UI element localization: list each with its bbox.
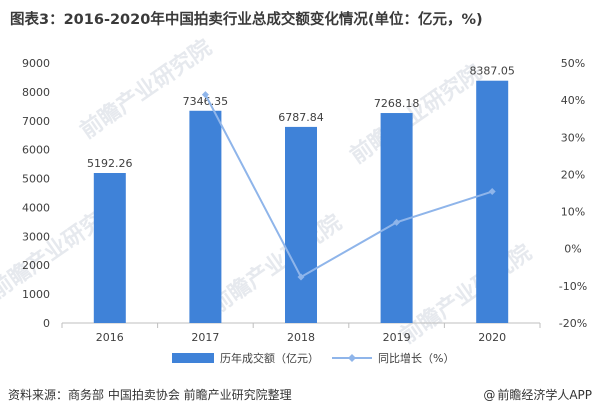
legend-line-label: 同比增长（%） (378, 351, 454, 365)
bar-labels: 5192.26 7346.35 6787.84 7268.18 8387.05 (87, 65, 515, 170)
y-left-tick-label: 7000 (22, 115, 50, 128)
x-tick-label: 2019 (383, 331, 411, 344)
bar-label-2016: 5192.26 (87, 157, 133, 170)
x-tick-label: 2020 (478, 331, 506, 344)
x-tick-label: 2018 (287, 331, 315, 344)
bar-series (93, 80, 509, 323)
y-left-tick-label: 6000 (22, 144, 50, 157)
credit-text: 前瞻经济学人APP (497, 388, 592, 402)
y-right-tick-label: -20% (559, 317, 587, 330)
source-note: 资料来源：商务部 中国拍卖协会 前瞻产业研究院整理 (8, 388, 292, 402)
legend: 历年成交额（亿元） 同比增长（%） (172, 351, 454, 365)
bar-label-2018: 6787.84 (278, 111, 324, 124)
credit: @ 前瞻经济学人APP (483, 386, 592, 403)
y-right-tick-label: 30% (561, 131, 585, 144)
legend-bar-label: 历年成交额（亿元） (220, 351, 319, 365)
y-left-tick-label: 2000 (22, 259, 50, 272)
y-left-tick-label: 4000 (22, 201, 50, 214)
watermark-text: 前瞻产业研究院 (395, 239, 536, 349)
x-tick-label: 2016 (96, 331, 124, 344)
growth-line (204, 94, 493, 279)
y-right-tick-label: 40% (561, 94, 585, 107)
bar-2020 (476, 80, 509, 323)
bar-label-2017: 7346.35 (183, 95, 229, 108)
y-left-tick-label: 9000 (22, 57, 50, 70)
x-tick-labels: 2016 2017 2018 2019 2020 (96, 331, 506, 344)
growth-point-2020 (488, 188, 496, 196)
watermark-text: 前瞻产业研究院 (345, 59, 486, 169)
bar-2017 (189, 110, 222, 323)
y-right-tick-label: 0% (564, 243, 581, 256)
y-left-tick-label: 3000 (22, 230, 50, 243)
watermark-text: 前瞻产业研究院 (205, 209, 346, 319)
legend-bar-swatch (172, 353, 214, 363)
y-left-tick-label: 0 (43, 317, 50, 330)
x-tick-label: 2017 (191, 331, 219, 344)
axes: 0 1000 2000 3000 4000 5000 6000 7000 8000 9000 -20… (22, 57, 587, 330)
y-right-tick-label: 10% (561, 206, 585, 219)
growth-point-2019 (393, 218, 401, 226)
y-right-tick-label: 50% (561, 57, 585, 70)
at-icon: @ (483, 388, 496, 402)
legend-line-marker (348, 354, 356, 362)
y-left-tick-label: 1000 (22, 288, 50, 301)
y-left-tick-label: 5000 (22, 173, 50, 186)
growth-point-2018 (297, 273, 305, 281)
y-left-tick-label: 8000 (22, 86, 50, 99)
chart-title: 图表3：2016-2020年中国拍卖行业总成交额变化情况(单位：亿元，%) (10, 12, 483, 28)
bar-2016 (93, 173, 126, 323)
bar-2018 (285, 126, 317, 323)
bar-label-2020: 8387.05 (469, 65, 515, 78)
line-series (201, 91, 496, 281)
bar-label-2019: 7268.18 (374, 97, 420, 110)
y-right-tick-label: -10% (559, 280, 587, 293)
growth-point-2017 (201, 91, 209, 99)
y-right-tick-label: 20% (561, 168, 585, 181)
